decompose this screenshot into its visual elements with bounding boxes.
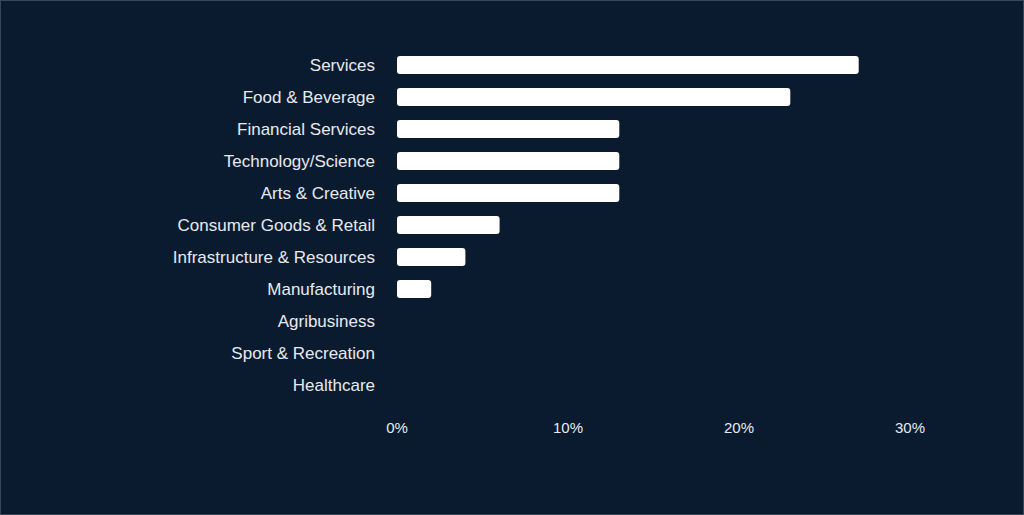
bar [397, 344, 398, 362]
x-axis: 0% 10% 20% 30% [386, 419, 925, 436]
bar [397, 56, 859, 74]
x-tick-label: 20% [724, 419, 754, 436]
x-tick-label: 0% [386, 419, 408, 436]
category-label: Manufacturing [267, 280, 375, 299]
bar [397, 216, 500, 234]
category-label: Food & Beverage [243, 88, 375, 107]
category-labels: Services Food & Beverage Financial Service… [173, 56, 375, 395]
category-label: Sport & Recreation [231, 344, 375, 363]
bars [397, 56, 859, 298]
category-label: Technology/Science [224, 152, 375, 171]
chart-container: Services Food & Beverage Financial Service… [0, 0, 1024, 515]
category-label: Financial Services [237, 120, 375, 139]
bar [397, 376, 398, 394]
bar [397, 152, 619, 170]
category-label: Arts & Creative [261, 184, 375, 203]
x-tick-label: 30% [895, 419, 925, 436]
bar [397, 184, 619, 202]
bar [397, 312, 398, 330]
x-tick-label: 10% [553, 419, 583, 436]
category-label: Services [310, 56, 375, 75]
chart-svg: Services Food & Beverage Financial Service… [0, 0, 1024, 515]
category-label: Agribusiness [278, 312, 375, 331]
bar [397, 248, 465, 266]
bar [397, 120, 619, 138]
background [1, 1, 1024, 515]
bar [397, 88, 790, 106]
category-label: Infrastructure & Resources [173, 248, 375, 267]
category-label: Healthcare [293, 376, 375, 395]
category-label: Consumer Goods & Retail [178, 216, 375, 235]
bar [397, 280, 431, 298]
